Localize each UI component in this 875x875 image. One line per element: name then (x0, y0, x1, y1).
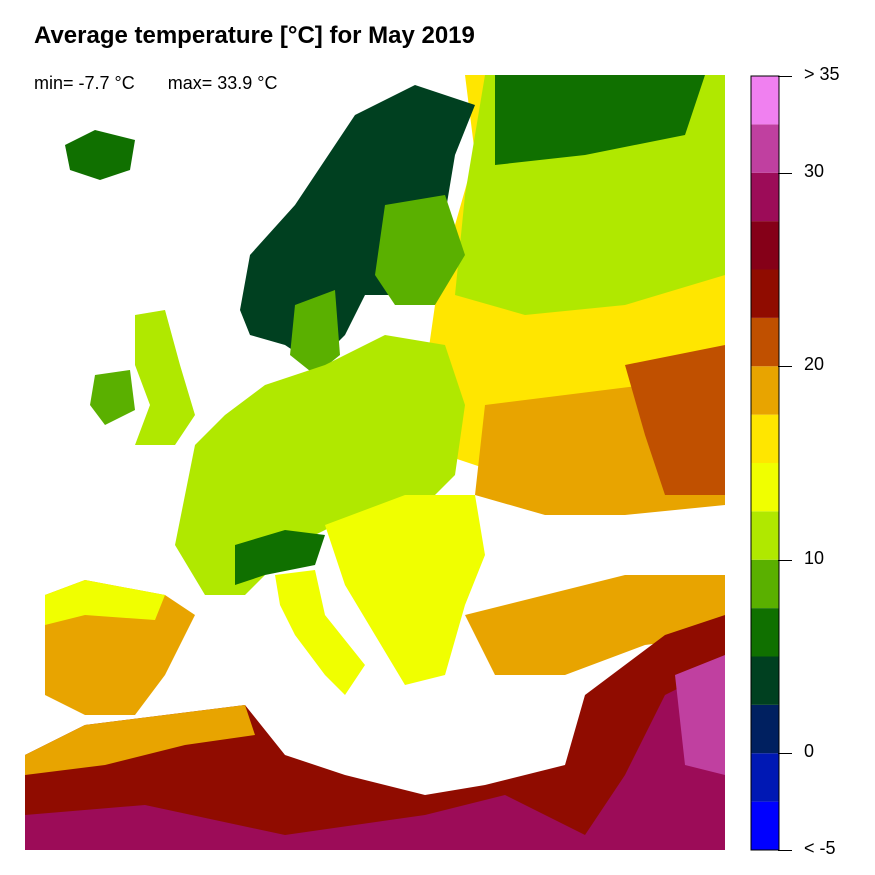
color-bar-bin (751, 366, 779, 415)
color-bar-tick-mark (778, 76, 792, 77)
min-value: min= -7.7 °C (34, 73, 135, 93)
color-bar-tick-label: > 35 (804, 64, 840, 84)
land-south-sweden (290, 290, 340, 375)
land-turkey (465, 575, 725, 675)
color-bar-tick-label: < -5 (804, 838, 836, 858)
land-italy (275, 570, 365, 695)
color-bar-bin (751, 801, 779, 850)
land-coast-africa (25, 705, 255, 775)
color-bar-tick-mark (778, 366, 792, 368)
land-iberia-north (45, 580, 165, 625)
color-bar-bin (751, 704, 779, 754)
land-ireland (90, 370, 135, 425)
figure-title: Average temperature [°C] for May 2019 (34, 22, 475, 49)
color-bar-tick-mark (778, 753, 792, 755)
color-bar-bin (751, 172, 779, 222)
color-bar-tick-label: 30 (804, 160, 825, 181)
color-bar-bin (751, 414, 779, 463)
land-finland (375, 195, 465, 305)
temperature-map (25, 75, 725, 850)
color-bar-bin (751, 656, 779, 705)
color-bar-bin (751, 608, 779, 657)
max-value: max= 33.9 °C (167, 73, 278, 93)
color-bar-border (750, 75, 780, 851)
land-iceland (65, 130, 135, 180)
land-caspian (625, 345, 725, 495)
color-bar-bin (751, 76, 779, 125)
land-balkans (325, 495, 485, 685)
color-bar-tick-label: 20 (804, 354, 825, 375)
color-bar (750, 75, 780, 851)
land-north-africa (25, 615, 725, 850)
color-bar-tick-label: 10 (804, 547, 825, 568)
land-central-europe (175, 335, 465, 595)
land-sahara (25, 665, 725, 850)
land-arabia (675, 655, 725, 775)
color-bar-bin (751, 221, 779, 270)
color-bar-tick-label: 0 (804, 741, 815, 762)
land-alps (235, 530, 325, 585)
min-max-stats: min= -7.7 °C max= 33.9 °C (34, 73, 306, 94)
land-scandinavia (240, 85, 475, 365)
color-bar-bin (751, 753, 779, 802)
land-arctic (495, 75, 705, 165)
color-bar-bin (751, 511, 779, 560)
color-bar-tick-mark (778, 559, 792, 561)
color-bar-bin (751, 559, 779, 609)
color-bar-bin (751, 124, 779, 173)
color-bar-bin (751, 317, 779, 367)
color-bar-bin (751, 463, 779, 512)
color-bar-bin (751, 269, 779, 318)
color-bar-tick-mark (778, 172, 792, 174)
land-britain (135, 310, 195, 445)
color-bar-tick-mark (778, 850, 792, 851)
